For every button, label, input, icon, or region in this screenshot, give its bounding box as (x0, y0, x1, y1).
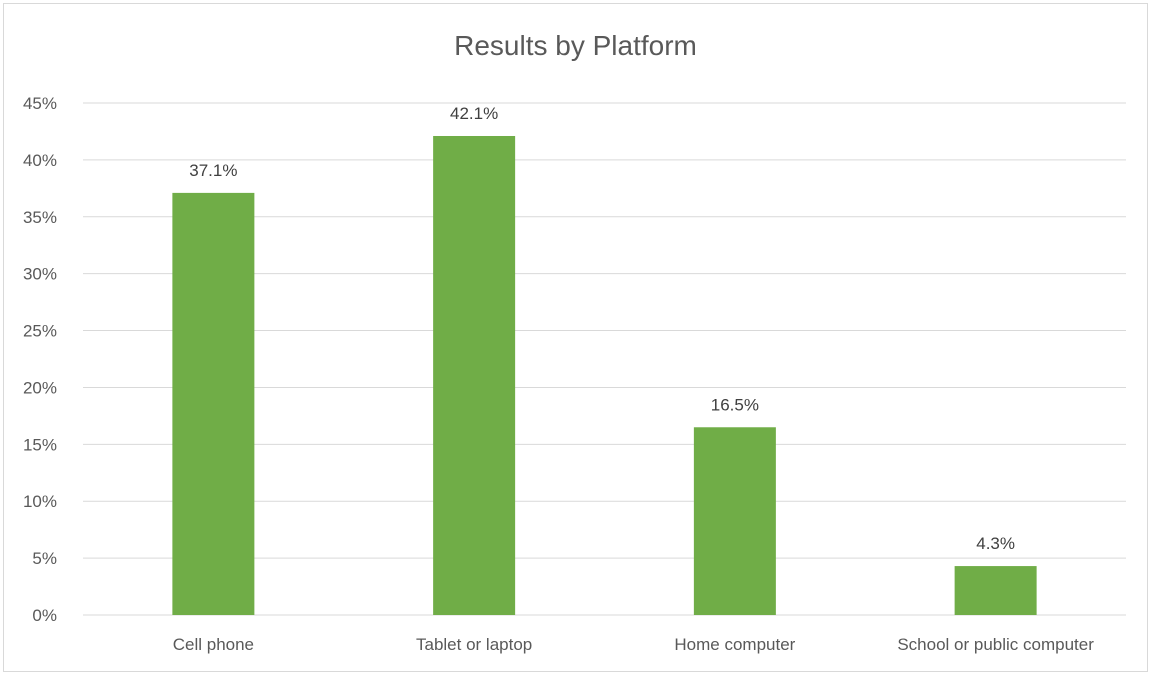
category-label: Cell phone (173, 635, 254, 654)
data-label: 4.3% (976, 534, 1015, 553)
bars (172, 135, 1037, 616)
y-tick-label: 15% (23, 435, 57, 454)
bar-home-computer (693, 427, 776, 615)
chart-title: Results by Platform (454, 30, 697, 61)
y-tick-label: 45% (23, 94, 57, 113)
gridlines (83, 102, 1126, 616)
y-tick-label: 20% (23, 378, 57, 397)
y-tick-label: 0% (32, 606, 57, 625)
y-tick-label: 25% (23, 322, 57, 341)
category-label: School or public computer (897, 635, 1094, 654)
bar-tablet-or-laptop (433, 135, 516, 616)
y-tick-label: 10% (23, 492, 57, 511)
x-axis-categories: Cell phone Tablet or laptop Home computer S… (173, 635, 1095, 654)
category-label: Tablet or laptop (416, 635, 532, 654)
y-tick-label: 30% (23, 265, 57, 284)
y-tick-label: 40% (23, 151, 57, 170)
y-axis-ticks: 0% 5% 10% 15% 20% 25% 30% 35% 40% 45% (23, 94, 57, 625)
y-tick-label: 5% (32, 549, 57, 568)
data-labels: 37.1% 42.1% 16.5% 4.3% (189, 104, 1015, 553)
data-label: 42.1% (450, 104, 498, 123)
bar-cell-phone (172, 192, 255, 615)
data-label: 37.1% (189, 161, 237, 180)
bar-school-or-public-computer (954, 566, 1037, 615)
y-tick-label: 35% (23, 208, 57, 227)
data-label: 16.5% (711, 395, 759, 414)
category-label: Home computer (674, 635, 795, 654)
